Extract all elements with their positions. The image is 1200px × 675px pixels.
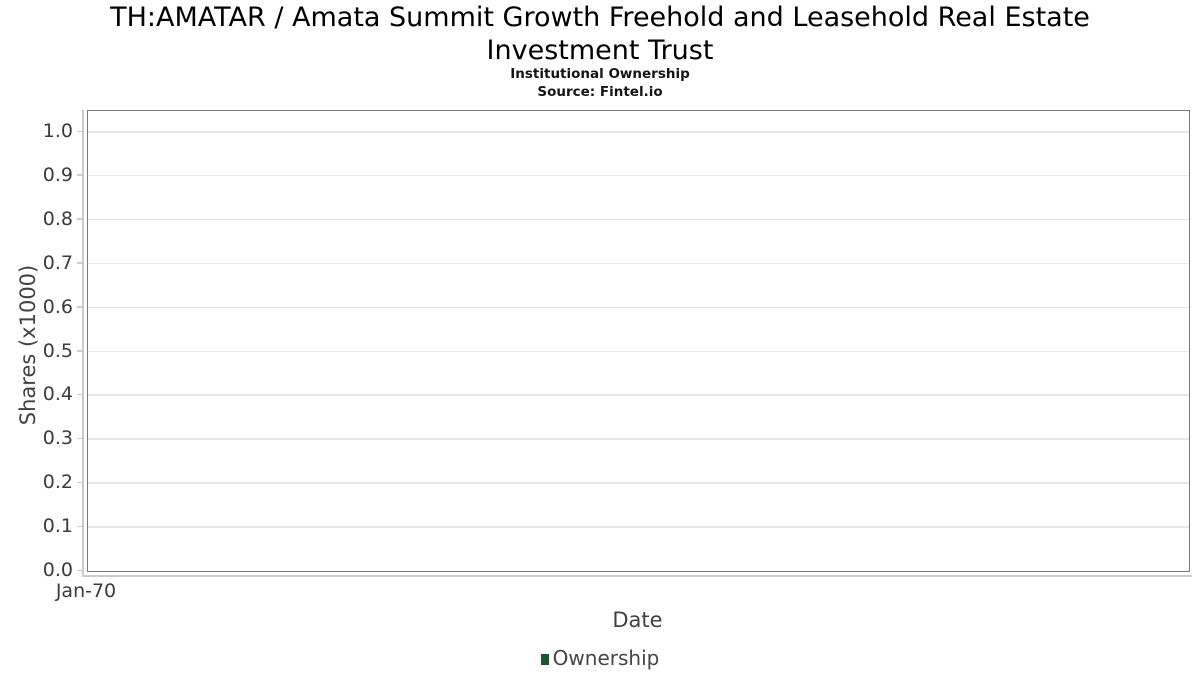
x-axis-title: Date [612, 608, 663, 632]
chart-subtitle: Institutional Ownership [510, 66, 690, 82]
y-axis-line [82, 110, 84, 576]
gridline [88, 350, 1189, 352]
gridline [88, 438, 1189, 440]
y-tick-label: 0.2 [42, 471, 73, 494]
y-tick-mark [77, 481, 83, 484]
gridline [88, 218, 1189, 221]
y-tick-mark [77, 393, 83, 396]
y-tick-label: 0.0 [42, 559, 73, 581]
gridline [88, 131, 1189, 133]
y-tick-label: 0.5 [42, 339, 73, 362]
y-tick-mark [77, 306, 83, 308]
x-tick-label: Jan-70 [55, 580, 117, 602]
y-tick-mark [77, 174, 83, 176]
gridline [88, 482, 1189, 484]
gridline [88, 306, 1189, 309]
gridline [88, 526, 1189, 528]
plot-area [87, 110, 1190, 572]
y-tick-label: 0.1 [42, 515, 73, 538]
legend-label-ownership: Ownership [552, 646, 660, 670]
gridline [88, 262, 1189, 265]
y-tick-mark [77, 525, 83, 528]
legend[interactable]: Ownership [0, 646, 1200, 670]
chart-title-line-1: TH:AMATAR / Amata Summit Growth Freehold… [110, 2, 1090, 33]
legend-swatch-ownership [540, 653, 549, 665]
gridline [88, 174, 1189, 177]
y-tick-mark [77, 262, 83, 264]
y-tick-label: 0.3 [42, 427, 73, 450]
y-tick-label: 0.9 [42, 163, 73, 186]
y-tick-mark [77, 437, 83, 440]
y-tick-label: 0.6 [42, 295, 73, 318]
chart-source-credit: Source: Fintel.io [537, 84, 663, 100]
y-tick-mark [77, 569, 83, 571]
y-tick-label: 0.4 [42, 383, 73, 406]
y-tick-mark [77, 130, 83, 132]
y-tick-mark [77, 350, 83, 352]
chart-title-line-2: Investment Trust [486, 35, 714, 66]
y-tick-label: 0.8 [42, 207, 73, 230]
y-tick-label: 1.0 [42, 120, 73, 142]
gridline [88, 394, 1189, 396]
x-axis-line [82, 575, 1192, 577]
y-tick-mark [77, 218, 83, 220]
chart-title: TH:AMATAR / Amata Summit Growth Freehold… [0, 1, 1200, 67]
y-tick-label: 0.7 [42, 251, 73, 274]
